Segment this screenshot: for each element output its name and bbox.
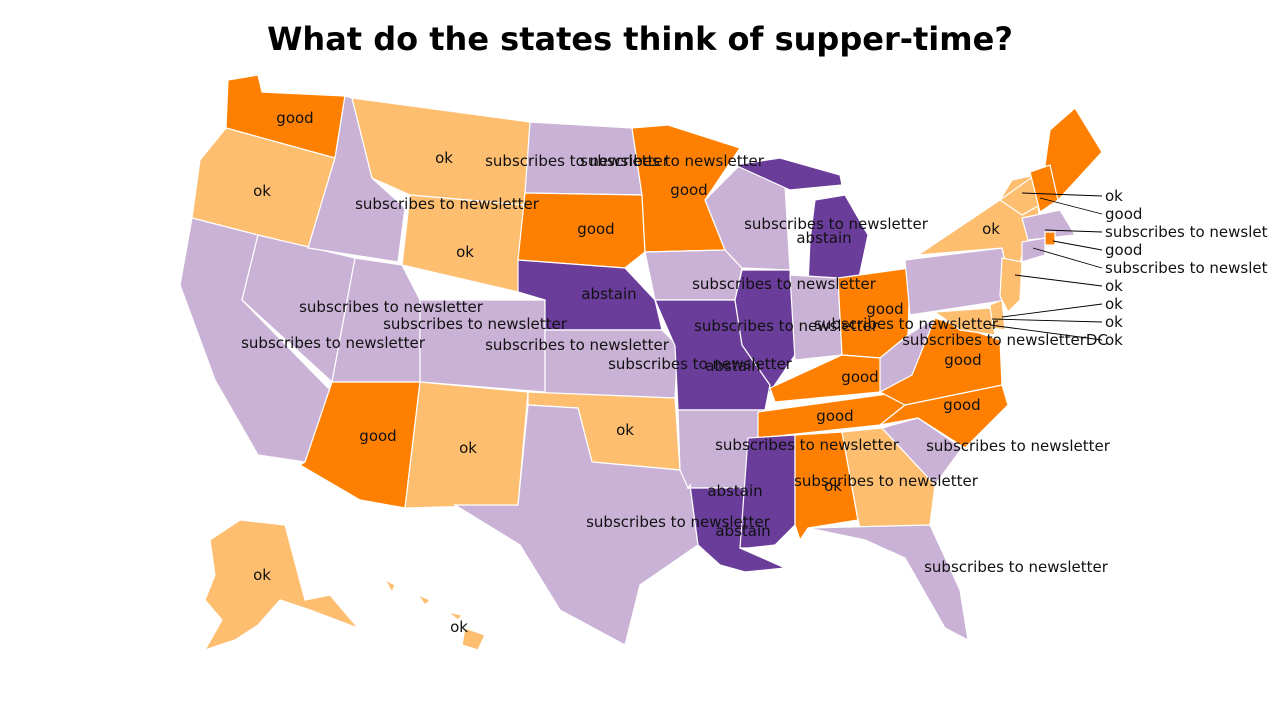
callout-label: subscribes to newslet [1105,259,1268,277]
state-label: abstain [581,285,636,303]
state-label: ok [824,477,842,495]
callout-label: ok [1105,331,1123,349]
state-tx [452,404,699,646]
state-label: subscribes to newsletterDC [902,331,1108,349]
state-label: abstain [796,229,851,247]
state-label: subscribes to newsletter [794,472,979,490]
callout-label: ok [1105,277,1123,295]
state-sd [517,192,646,269]
state-me [1044,107,1103,202]
callout-label: good [1105,205,1142,223]
callout-leader-line [1032,247,1103,269]
state-connecticut [1021,237,1046,263]
callout-label: ok [1105,313,1123,331]
state-label: abstain [715,522,770,540]
state-label: subscribes to newsletter [580,152,765,170]
state-label: good [866,300,903,318]
callout-label: ok [1105,295,1123,313]
state-label: subscribes to newsletter [485,336,670,354]
state-new-hampshire [1029,164,1059,213]
state-label: abstain [705,357,760,375]
state-label: ok [435,149,453,167]
state-label: subscribes to newsletter [241,334,426,352]
state-label: subscribes to newsletter [608,355,793,373]
callout-lines [989,192,1103,341]
state-label: subscribes to newsletter [299,298,484,316]
state-rhode-island [1044,231,1056,246]
state-label: good [276,109,313,127]
state-label: good [670,181,707,199]
state-label: ok [616,421,634,439]
state-label: subscribes to newsletter [814,315,999,333]
state-label: good [577,220,614,238]
callout-leader-line [1052,240,1103,251]
state-label: subscribes to newsletter [355,195,540,213]
state-label: ok [982,220,1000,238]
callout-label: ok [1105,187,1123,205]
state-maryland [933,307,996,336]
callout-leader-line [1014,274,1103,287]
state-wv [879,316,937,393]
state-label: ok [456,243,474,261]
callout-leader-line [989,324,1103,341]
state-label: subscribes to newsletter [485,152,670,170]
state-label: subscribes to newsletter [715,436,900,454]
state-label: ok [450,618,468,636]
state-label: good [944,351,981,369]
state-label: subscribes to newsletter [586,513,771,531]
callout-leader-line [1039,197,1103,215]
state-ak [203,519,360,652]
state-label: abstain [707,482,762,500]
state-massachusetts [1021,209,1076,241]
state-label: subscribes to newsletter [383,315,568,333]
callout-leader-line [991,318,1103,323]
state-new-jersey [999,257,1023,314]
callout-leader-line [1044,229,1103,233]
state-label: good [359,427,396,445]
callout-leader-line [1001,303,1103,318]
state-hi [383,578,486,651]
callout-label: good [1105,241,1142,259]
state-label: subscribes to newsletter [694,317,879,335]
state-fl [807,524,969,642]
state-label: ok [253,182,271,200]
state-label: subscribes to newsletter [744,215,929,233]
state-label: subscribes to newsletter [692,275,877,293]
state-label: good [841,368,878,386]
state-label: good [816,407,853,425]
state-label: ok [459,439,477,457]
map-title: What do the states think of supper-time? [267,20,1013,58]
states-layer [179,74,1103,652]
state-label: good [943,396,980,414]
state-label: ok [253,566,271,584]
callout-leader-line [1021,192,1103,197]
state-label: subscribes to newsletter [926,437,1111,455]
state-sc [880,417,963,486]
callout-label: subscribes to newslet [1105,223,1268,241]
state-label: subscribes to newsletter [924,558,1109,576]
